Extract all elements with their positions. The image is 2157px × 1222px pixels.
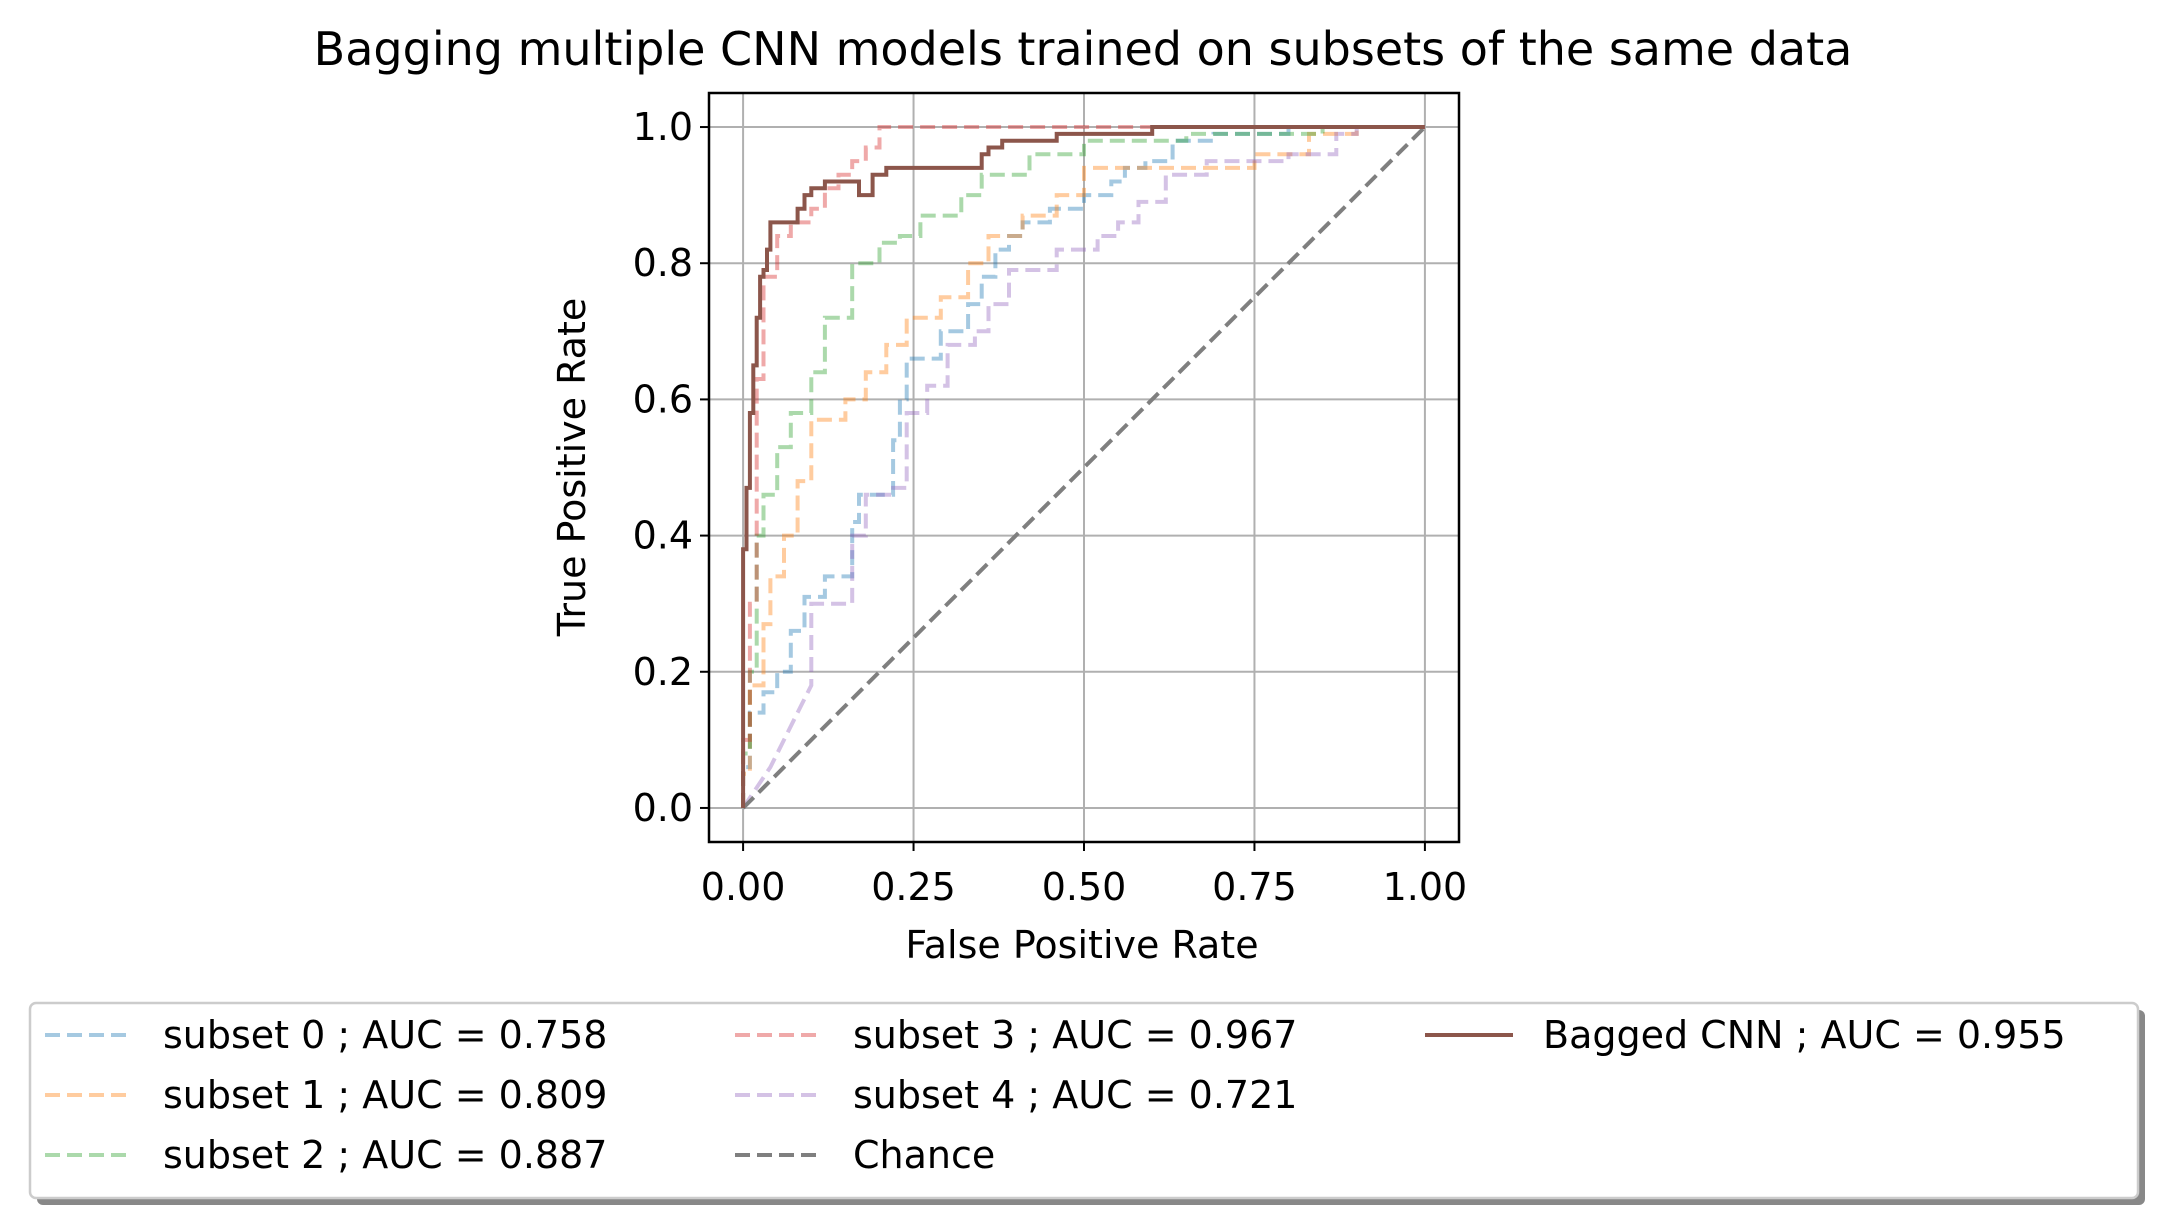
legend-label-1: subset 1 ; AUC = 0.809: [163, 1073, 607, 1117]
y-tick-label: 0.8: [633, 241, 693, 285]
legend: subset 0 ; AUC = 0.758 subset 1 ; AUC = 0…: [28, 1001, 2145, 1205]
series-layer: [741, 125, 1427, 810]
legend-box: [28, 1001, 2140, 1200]
legend-label-5: Chance: [853, 1133, 995, 1177]
x-tick-label: 0.00: [701, 865, 786, 909]
y-tick-label: 0.6: [633, 377, 693, 421]
series-line-6: [741, 125, 1425, 808]
x-tick-label: 1.00: [1383, 865, 1468, 909]
series-line-1: [741, 125, 1425, 808]
y-tick-label: 0.4: [633, 514, 693, 558]
series-line-2: [741, 125, 1425, 808]
x-axis-label: False Positive Rate: [905, 923, 1258, 967]
x-tick-label: 0.25: [871, 865, 956, 909]
legend-label-3: subset 3 ; AUC = 0.967: [853, 1013, 1297, 1057]
y-tick-label: 1.0: [633, 105, 693, 149]
legend-label-2: subset 2 ; AUC = 0.887: [163, 1133, 607, 1177]
chart-title: Bagging multiple CNN models trained on s…: [314, 22, 1853, 76]
y-tick-label: 0.0: [633, 786, 693, 830]
tick-layer: 0.00 0.25 0.50 0.75 1.00 0.0 0.2 0.4 0.6 0.8 1.0: [633, 105, 1468, 909]
x-tick-label: 0.50: [1042, 865, 1127, 909]
legend-label-0: subset 0 ; AUC = 0.758: [163, 1013, 607, 1057]
y-tick-label: 0.2: [633, 650, 693, 694]
x-tick-label: 0.75: [1212, 865, 1297, 909]
legend-label-4: subset 4 ; AUC = 0.721: [853, 1073, 1297, 1117]
series-line-4: [741, 125, 1425, 810]
series-line-5: [741, 125, 1427, 810]
series-line-0: [741, 125, 1425, 808]
legend-items: subset 0 ; AUC = 0.758 subset 1 ; AUC = 0…: [45, 1013, 2066, 1177]
legend-label-6: Bagged CNN ; AUC = 0.955: [1543, 1013, 2066, 1057]
y-axis-label: True Positive Rate: [550, 298, 594, 638]
grid-lines: [709, 93, 1459, 842]
